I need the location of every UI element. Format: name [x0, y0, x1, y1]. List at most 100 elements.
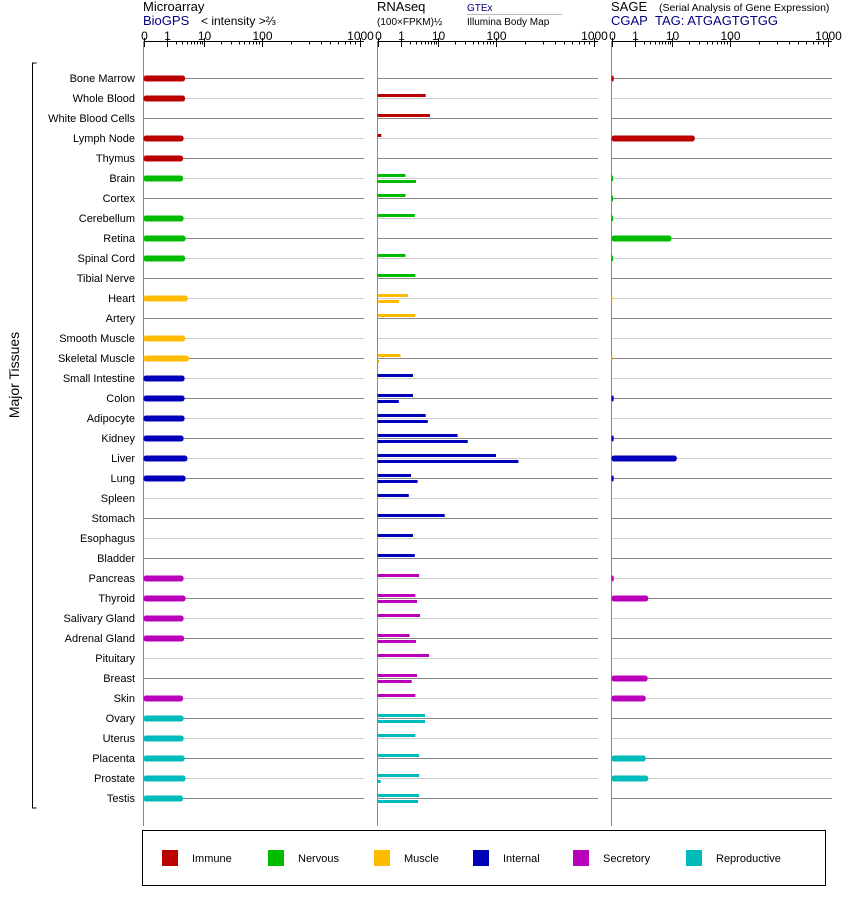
- tissue-label: Cerebellum: [79, 213, 135, 225]
- rnaseq-gtex-bar: [377, 574, 420, 577]
- rnaseq-ibm-bar: [377, 440, 468, 443]
- tissue-label: Breast: [103, 673, 135, 685]
- rnaseq-gtex-bar: [377, 94, 426, 97]
- microarray-bar: [143, 595, 186, 602]
- rnaseq-ibm-bar: [377, 680, 412, 683]
- microarray-tick-label: 1: [164, 29, 171, 43]
- rnaseq-gtex-bar: [377, 354, 401, 357]
- microarray-bar: [143, 455, 188, 462]
- tissue-label: Bladder: [97, 553, 135, 565]
- sage-bar: [611, 215, 614, 222]
- rnaseq-source-ibm: Illumina Body Map: [467, 17, 550, 28]
- microarray-bar: [143, 695, 184, 702]
- microarray-bar: [143, 375, 185, 382]
- sage-bar: [611, 395, 614, 402]
- tissue-label: Ovary: [106, 713, 136, 725]
- rnaseq-source-gtex[interactable]: GTEx: [467, 3, 493, 14]
- microarray-bar: [143, 755, 185, 762]
- rnaseq-gtex-bar: [377, 114, 430, 117]
- tissue-label: Cortex: [103, 193, 136, 205]
- microarray-tick-label: 1000: [347, 29, 374, 43]
- rnaseq-gtex-bar: [377, 794, 420, 797]
- rnaseq-ibm-bar: [377, 480, 418, 483]
- sage-bar: [611, 755, 646, 762]
- sage-bar: [611, 675, 648, 682]
- rnaseq-gtex-bar: [377, 754, 420, 757]
- sage-tick-label: 0: [609, 29, 616, 43]
- tissue-label: Pituitary: [95, 653, 135, 665]
- microarray-bar: [143, 775, 186, 782]
- rnaseq-gtex-bar: [377, 554, 415, 557]
- microarray-bar: [143, 475, 186, 482]
- rnaseq-tick-label: 1000: [581, 29, 608, 43]
- tissue-label: Stomach: [92, 513, 135, 525]
- rnaseq-gtex-bar: [377, 254, 406, 257]
- rnaseq-gtex-bar: [377, 654, 430, 657]
- rnaseq-gtex-bar: [377, 314, 416, 317]
- microarray-bar: [143, 795, 184, 802]
- rnaseq-gtex-bar: [377, 714, 425, 717]
- microarray-bar: [143, 175, 184, 182]
- rnaseq-title: RNAseq: [377, 0, 425, 14]
- microarray-bar: [143, 295, 188, 302]
- sage-bar: [611, 355, 613, 362]
- rnaseq-gtex-bar: [377, 454, 497, 457]
- legend-label-secretory: Secretory: [603, 853, 651, 865]
- rnaseq-gtex-bar: [377, 774, 420, 777]
- rnaseq-gtex-bar: [377, 394, 413, 397]
- sage-source[interactable]: CGAP: [611, 13, 648, 28]
- rnaseq-gtex-bar: [377, 414, 426, 417]
- tissue-label: Spinal Cord: [78, 253, 135, 265]
- tissue-label: Bone Marrow: [70, 73, 135, 85]
- rnaseq-scale-label: (100×FPKM)½: [377, 17, 443, 28]
- microarray-bar: [143, 135, 184, 142]
- rnaseq-ibm-bar: [377, 300, 399, 303]
- sage-bar: [611, 255, 614, 262]
- microarray-source[interactable]: BioGPS: [143, 13, 190, 28]
- sage-subtitle: (Serial Analysis of Gene Expression): [659, 2, 829, 14]
- rnaseq-ibm-bar: [377, 640, 416, 643]
- tissue-label: Skeletal Muscle: [58, 353, 135, 365]
- rnaseq-gtex-bar: [377, 214, 415, 217]
- rnaseq-gtex-bar: [377, 674, 418, 677]
- microarray-tick-label: 0: [141, 29, 148, 43]
- microarray-bar: [143, 255, 186, 262]
- microarray-tick-label: 100: [252, 29, 272, 43]
- microarray-bar: [143, 395, 185, 402]
- tissue-label: Uterus: [103, 733, 136, 745]
- tissue-label: Lung: [111, 473, 135, 485]
- microarray-bar: [143, 95, 186, 102]
- tissue-label: Salivary Gland: [63, 613, 135, 625]
- microarray-title: Microarray: [143, 0, 205, 14]
- tissue-label: Smooth Muscle: [59, 333, 135, 345]
- sage-bar: [611, 695, 646, 702]
- tissue-label: Whole Blood: [73, 93, 135, 105]
- rnaseq-ibm-bar: [377, 400, 399, 403]
- microarray-bar: [143, 355, 190, 362]
- rnaseq-ibm-bar: [377, 720, 425, 723]
- y-group-label: Major Tissues: [6, 332, 22, 418]
- microarray-bar: [143, 635, 185, 642]
- sage-tick-label: 100: [720, 29, 740, 43]
- rnaseq-gtex-bar: [377, 494, 409, 497]
- microarray-bar: [143, 615, 184, 622]
- legend-swatch-secretory: [573, 850, 589, 866]
- rnaseq-gtex-bar: [377, 694, 416, 697]
- sage-tick-label: 1000: [815, 29, 842, 43]
- tissue-label: Colon: [106, 393, 135, 405]
- microarray-bar: [143, 235, 186, 242]
- microarray-bar: [143, 75, 186, 82]
- microarray-bar: [143, 335, 186, 342]
- rnaseq-ibm-bar: [377, 420, 428, 423]
- sage-bar: [611, 295, 613, 302]
- rnaseq-gtex-bar: [377, 474, 411, 477]
- y-group-bracket: [32, 62, 37, 809]
- rnaseq-gtex-bar: [377, 434, 458, 437]
- rnaseq-tick-label: 0: [375, 29, 382, 43]
- tissue-label: Tibial Nerve: [77, 273, 135, 285]
- rnaseq-gtex-bar: [377, 614, 421, 617]
- rnaseq-gtex-bar: [377, 374, 413, 377]
- rnaseq-gtex-bar: [377, 514, 445, 517]
- legend-label-muscle: Muscle: [404, 853, 439, 865]
